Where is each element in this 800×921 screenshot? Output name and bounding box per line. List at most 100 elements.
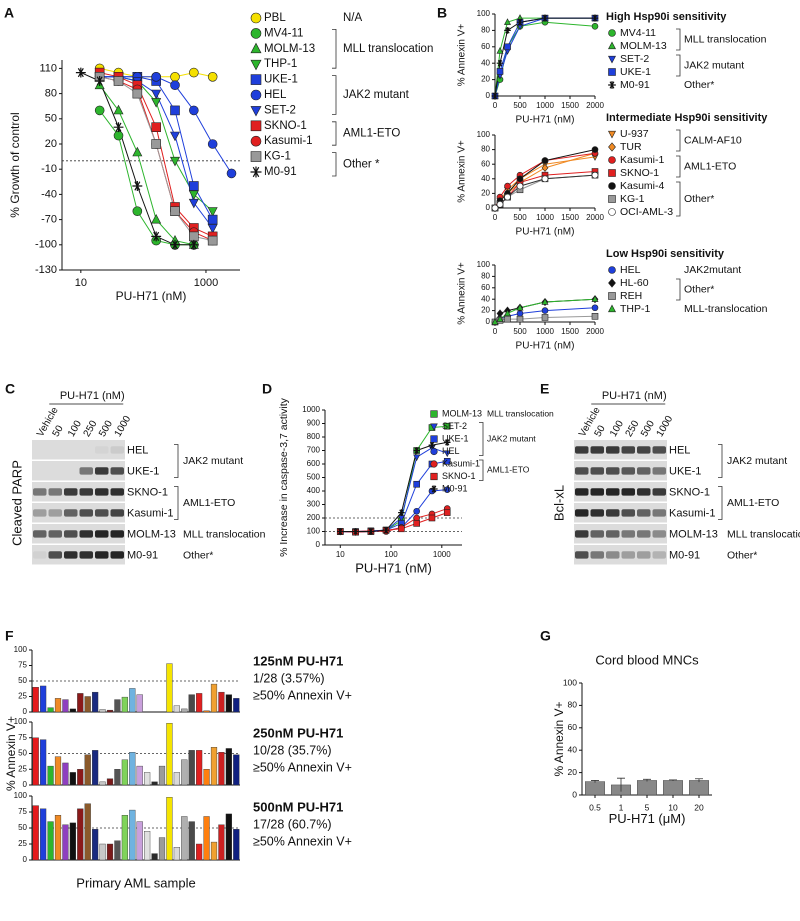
y-tick-label: 800 <box>307 432 321 441</box>
marker <box>443 439 451 446</box>
bar <box>166 723 173 786</box>
blot-band <box>33 509 47 517</box>
marker <box>398 509 405 516</box>
legend-label: MOLM-13 <box>264 43 315 55</box>
legend-marker <box>608 130 616 139</box>
y-tick-label: 100 <box>477 260 491 269</box>
blot-band <box>64 509 78 517</box>
annotation: ≥50% Annexin V+ <box>253 688 352 702</box>
blot-band <box>575 488 589 496</box>
bar <box>62 824 69 861</box>
blot-label: Cleaved PARP <box>9 460 24 546</box>
bar <box>188 750 195 786</box>
group-bracket <box>332 121 337 146</box>
y-tick-label: 75 <box>18 807 27 816</box>
bar <box>233 754 240 786</box>
marker <box>207 207 218 217</box>
marker <box>504 315 511 323</box>
bar <box>166 663 173 713</box>
bar <box>47 765 54 786</box>
blot-strip <box>574 545 667 565</box>
y-tick-label: 80 <box>481 272 490 281</box>
marker <box>504 18 511 25</box>
legend-marker <box>250 135 262 147</box>
bar <box>203 816 210 861</box>
x-tick-label: 10 <box>336 550 345 559</box>
blot-band <box>590 530 604 538</box>
series-line <box>494 17 595 97</box>
y-tick-label: 25 <box>18 692 27 701</box>
error-bar <box>617 777 625 792</box>
y-tick-label: 100 <box>563 677 577 687</box>
blot-band <box>95 530 109 538</box>
marker <box>428 441 436 449</box>
marker <box>443 450 451 458</box>
blot-band <box>575 467 589 475</box>
marker <box>591 295 599 302</box>
marker <box>491 92 499 100</box>
y-tick-label: 20 <box>481 189 490 198</box>
marker <box>151 139 161 149</box>
blot-band <box>48 551 62 559</box>
blot-band <box>621 551 635 559</box>
x-tick-label: 0 <box>493 101 498 110</box>
legend-marker <box>430 460 438 468</box>
legend-label: THP-1 <box>264 58 297 70</box>
annotation: 17/28 (60.7%) <box>253 817 332 831</box>
y-tick-label: 100 <box>14 645 28 654</box>
bar <box>114 699 121 713</box>
blot-strip <box>574 461 667 481</box>
marker <box>207 214 218 225</box>
marker <box>443 422 451 430</box>
blot-band <box>590 467 604 475</box>
group-label: N/A <box>343 12 363 24</box>
bar <box>69 708 76 713</box>
marker <box>113 122 124 133</box>
error-bar <box>643 778 651 782</box>
blot-band <box>637 446 651 454</box>
bar <box>92 829 99 861</box>
blot-band <box>652 467 666 475</box>
chart-title: Cord blood MNCs <box>595 652 699 667</box>
blot-strip <box>574 440 667 460</box>
bar <box>69 772 76 786</box>
legend-marker <box>608 208 616 216</box>
y-tick-label: 900 <box>307 419 321 428</box>
blot-band <box>637 488 651 496</box>
x-tick-label: 1000 <box>194 277 218 289</box>
group-label: MLL translocation <box>183 528 266 540</box>
y-tick-label: 0 <box>23 780 28 789</box>
bar <box>210 747 218 786</box>
lane-label: 500 <box>97 418 115 438</box>
group-label: AML1-ETO <box>727 497 779 509</box>
bar <box>54 815 62 861</box>
group-bracket <box>718 486 723 520</box>
group-bracket <box>676 129 681 152</box>
bar <box>151 781 158 786</box>
row-label: UKE-1 <box>669 465 701 477</box>
group-label: AML1-ETO <box>684 160 736 172</box>
marker <box>516 175 524 183</box>
y-tick-label: 60 <box>481 42 490 51</box>
blot-band <box>590 509 604 517</box>
x-axis-label: PU-H71 (nM) <box>355 560 432 575</box>
x-tick-label: 2000 <box>586 213 604 222</box>
group-label: MLL translocation <box>684 33 767 45</box>
blot-band <box>606 530 620 538</box>
bar <box>196 693 203 713</box>
bar <box>62 762 69 786</box>
lane-label: 50 <box>51 423 66 439</box>
group-label: AML1-ETO <box>183 497 235 509</box>
bar <box>225 694 232 713</box>
marker <box>496 315 504 322</box>
x-axis-label: Primary AML sample <box>76 875 195 890</box>
marker <box>591 171 599 179</box>
legend-label: OCI-AML-3 <box>620 206 673 218</box>
x-tick-label: 20 <box>694 802 704 812</box>
group-label: AML1-ETO <box>343 128 400 140</box>
marker <box>591 304 599 312</box>
marker <box>132 146 143 157</box>
y-tick-label: 20 <box>481 306 490 315</box>
group-label: JAK2 mutant <box>684 59 744 71</box>
panel-letter: A <box>4 5 14 21</box>
